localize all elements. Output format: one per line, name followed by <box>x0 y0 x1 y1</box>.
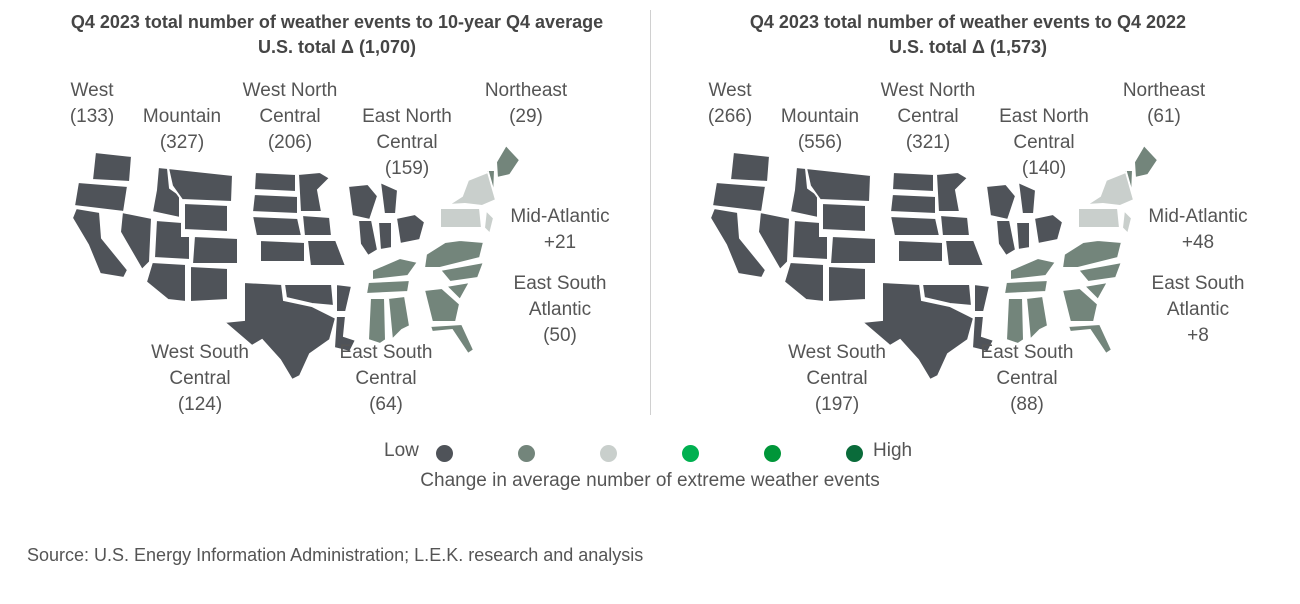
map-2-label-east-south-atlantic: East South Atlantic +8 <box>1151 273 1245 346</box>
map-2-label-northeast: Northeast (61) <box>1122 80 1206 127</box>
divider <box>650 10 651 415</box>
map-2-label-east-south-central: East South Central (88) <box>980 342 1074 415</box>
map-1-label-east-south-atlantic: East South Atlantic (50) <box>513 273 607 346</box>
map-2-region-east-south-atlantic <box>1061 239 1123 355</box>
map-1-region-mountain <box>119 166 239 303</box>
legend-caption: Change in average number of extreme weat… <box>420 470 880 491</box>
map-2-label-west-north-central: West North Central (321) <box>880 80 976 153</box>
legend-dot-neutral <box>600 445 617 462</box>
map-1-title-text: Q4 2023 total number of weather events t… <box>70 12 604 32</box>
map-1-title: Q4 2023 total number of weather events t… <box>17 10 657 60</box>
map-2-label-west: West (266) <box>707 80 753 127</box>
map-1-total: U.S. total Δ (1,070) <box>258 37 416 57</box>
legend-dot-high <box>846 445 863 462</box>
map-1-label-mid-atlantic: Mid-Atlantic +21 <box>510 206 610 253</box>
legend-low-label: Low <box>384 440 419 461</box>
map-1-region-east-north-central <box>347 181 426 257</box>
legend-dot-low <box>436 445 453 462</box>
map-1-region-east-south-central <box>365 257 419 345</box>
legend-high-label: High <box>873 440 913 461</box>
map-2-region-east-north-central <box>985 181 1064 257</box>
map-2-label-mid-atlantic: Mid-Atlantic +48 <box>1148 206 1248 253</box>
legend-dot-mid-low <box>518 445 535 462</box>
map-2-title: Q4 2023 total number of weather events t… <box>648 10 1288 60</box>
map-2-label-east-north-central: East North Central (140) <box>999 106 1089 179</box>
legend: Low High <box>0 438 1300 468</box>
map-2-title-text: Q4 2023 total number of weather events t… <box>749 12 1187 32</box>
map-1-label-east-north-central: East North Central (159) <box>362 106 452 179</box>
legend-dot-mid-high <box>682 445 699 462</box>
legend-dot-high-mid <box>764 445 781 462</box>
map-1-label-west-north-central: West North Central (206) <box>242 80 338 153</box>
map-1-region-west-north-central <box>251 171 347 267</box>
map-2-total: U.S. total Δ (1,573) <box>889 37 1047 57</box>
map-2-region-mountain <box>757 166 877 303</box>
map-1-label-west-south-central: West South Central (124) <box>151 342 249 415</box>
map-1-label-mountain: Mountain (327) <box>142 106 222 153</box>
map-2-label-mountain: Mountain (556) <box>780 106 860 153</box>
map-1-region-east-south-atlantic <box>423 239 485 355</box>
source-note: Source: U.S. Energy Information Administ… <box>27 545 644 565</box>
map-2-label-west-south-central: West South Central (197) <box>788 342 886 415</box>
map-1-label-west: West (133) <box>69 80 115 127</box>
map-1-label-east-south-central: East South Central (64) <box>339 342 433 415</box>
map-2-region-east-south-central <box>1003 257 1057 345</box>
map-1-label-northeast: Northeast (29) <box>484 80 568 127</box>
map-2-region-west-north-central <box>889 171 985 267</box>
